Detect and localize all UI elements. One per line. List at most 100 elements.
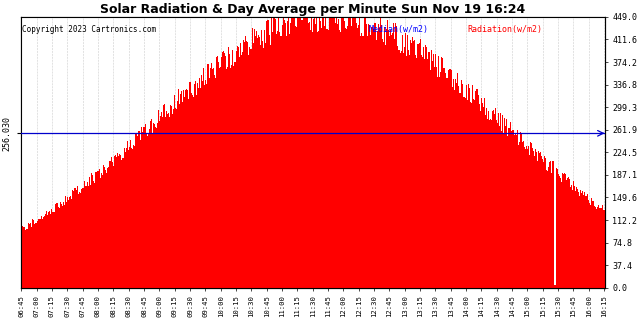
Bar [452, 87, 453, 288]
Bar [275, 19, 276, 288]
Bar [180, 94, 181, 288]
Bar [391, 35, 392, 288]
Bar [152, 133, 153, 288]
Bar [591, 198, 592, 288]
Bar [289, 34, 290, 288]
Bar [70, 196, 71, 288]
Bar [347, 26, 348, 288]
Bar [477, 90, 478, 288]
Bar [481, 98, 482, 288]
Bar [316, 17, 317, 288]
Bar [167, 114, 168, 288]
Bar [538, 151, 539, 288]
Bar [568, 177, 569, 288]
Bar [165, 117, 166, 288]
Bar [508, 128, 509, 288]
Bar [24, 227, 25, 288]
Bar [271, 18, 272, 288]
Bar [458, 86, 460, 288]
Bar [270, 45, 271, 288]
Bar [340, 32, 341, 288]
Bar [453, 79, 454, 288]
Bar [500, 113, 501, 288]
Bar [461, 80, 463, 288]
Bar [427, 59, 428, 288]
Bar [282, 17, 284, 288]
Bar [92, 175, 93, 288]
Bar [124, 148, 125, 288]
Bar [63, 202, 64, 288]
Bar [487, 119, 488, 288]
Bar [554, 285, 556, 288]
Bar [454, 90, 455, 288]
Bar [491, 120, 492, 288]
Bar [136, 134, 138, 288]
Bar [297, 17, 298, 288]
Bar [440, 72, 441, 288]
Bar [276, 34, 277, 288]
Bar [97, 171, 99, 288]
Bar [267, 20, 268, 288]
Bar [166, 111, 167, 288]
Bar [184, 97, 186, 288]
Bar [150, 119, 152, 288]
Bar [208, 64, 209, 288]
Bar [202, 81, 203, 288]
Bar [225, 56, 227, 288]
Bar [305, 17, 306, 288]
Bar [362, 36, 364, 288]
Bar [579, 196, 580, 288]
Bar [341, 17, 342, 288]
Bar [518, 142, 520, 288]
Bar [397, 46, 398, 288]
Bar [280, 36, 282, 288]
Bar [359, 17, 360, 288]
Bar [265, 43, 266, 288]
Bar [350, 17, 351, 288]
Bar [51, 209, 52, 288]
Bar [308, 23, 309, 288]
Bar [45, 214, 46, 288]
Bar [339, 30, 340, 288]
Text: Copyright 2023 Cartronics.com: Copyright 2023 Cartronics.com [22, 25, 156, 34]
Bar [526, 146, 527, 288]
Bar [506, 118, 508, 288]
Bar [123, 158, 124, 288]
Bar [29, 224, 30, 288]
Bar [496, 120, 497, 288]
Bar [592, 201, 593, 288]
Bar [118, 156, 119, 288]
Bar [400, 52, 401, 288]
Bar [232, 50, 234, 288]
Bar [172, 115, 173, 288]
Bar [353, 17, 354, 288]
Bar [573, 181, 574, 288]
Text: Radiation(w/m2): Radiation(w/m2) [467, 25, 542, 34]
Bar [212, 69, 213, 288]
Bar [34, 224, 35, 288]
Bar [559, 178, 561, 288]
Bar [309, 22, 310, 288]
Bar [314, 17, 316, 288]
Bar [257, 38, 258, 288]
Bar [72, 190, 73, 288]
Bar [119, 155, 120, 288]
Bar [511, 130, 513, 288]
Bar [405, 33, 406, 288]
Bar [422, 47, 424, 288]
Bar [374, 23, 376, 288]
Bar [575, 191, 576, 288]
Bar [126, 148, 127, 288]
Bar [367, 36, 369, 288]
Bar [557, 174, 559, 288]
Bar [392, 33, 393, 288]
Bar [83, 188, 84, 288]
Bar [47, 215, 49, 288]
Bar [254, 29, 255, 288]
Bar [211, 63, 212, 288]
Bar [298, 17, 299, 288]
Bar [432, 61, 433, 288]
Bar [27, 229, 28, 288]
Bar [556, 168, 557, 288]
Bar [259, 37, 260, 288]
